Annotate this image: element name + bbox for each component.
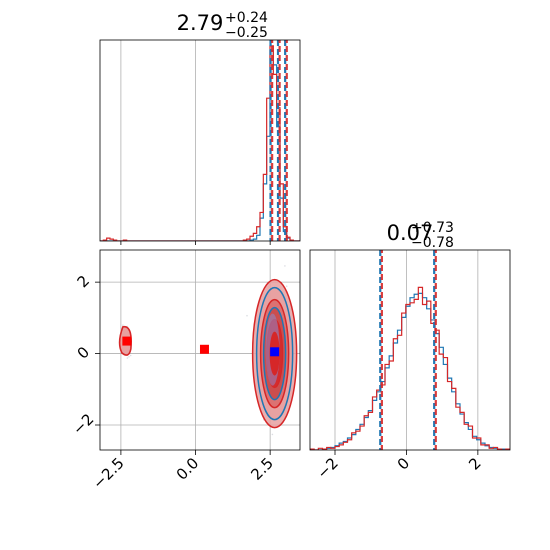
title-bottom-right-value: 0.07 (387, 221, 434, 245)
title-bottom-right-plus: +0.73 (411, 220, 454, 236)
panel-bottom-left: −2.5 0.0 2.5 −2 0 2 (69, 249, 301, 493)
marker-square-0 (270, 347, 280, 357)
quantile-lines-top-left (269, 40, 288, 241)
sample-point (285, 285, 288, 288)
tick-label-x: −2 (313, 454, 341, 482)
panel-top-left: 2.79 +0.24 −0.25 (99, 10, 301, 245)
quantile-lines-bottom-right (379, 250, 437, 450)
title-bottom-right-minus: −0.78 (411, 235, 454, 251)
marker-square-2 (122, 336, 132, 346)
ticks-bottom-right: −2 0 2 (313, 450, 485, 482)
histogram-top-left (100, 45, 300, 241)
sample-point (271, 433, 274, 436)
grid-top-left (120, 40, 271, 241)
tick-label-x: 0.0 (173, 454, 203, 484)
sample-point (246, 314, 248, 317)
title-bottom-right: 0.07 (387, 221, 434, 245)
tick-label-y: −2 (69, 410, 97, 438)
ticks-top-left (120, 241, 271, 245)
contours-bottom-left (118, 265, 298, 488)
histogram-series-1 (310, 286, 510, 450)
histogram-series-1 (100, 45, 300, 241)
tick-label-x: 2 (465, 454, 484, 473)
sample-point (128, 356, 130, 358)
title-top-left-value: 2.79 (177, 11, 224, 35)
sample-point (284, 265, 286, 267)
sample-point (126, 357, 129, 359)
title-top-left: 2.79 (177, 11, 224, 35)
tick-label-y: 0 (74, 343, 93, 362)
histogram-bottom-right (310, 286, 510, 450)
tick-label-x: 0 (394, 454, 413, 473)
sample-point (122, 324, 124, 327)
markers-bottom-left (122, 336, 280, 357)
sample-point (272, 486, 274, 488)
grid-bottom-right (334, 250, 479, 450)
sample-point (129, 354, 132, 357)
histogram-series-0 (100, 50, 300, 241)
panel-bottom-right: −2 0 2 0.07 +0.73 −0.78 (309, 220, 511, 482)
title-top-left-minus: −0.25 (225, 25, 268, 41)
tick-label-x: −2.5 (89, 454, 127, 492)
tick-label-y: 2 (74, 272, 93, 291)
axes-frame-top-left (99, 39, 301, 242)
title-top-left-plus: +0.24 (225, 10, 268, 26)
histogram-series-0 (310, 292, 510, 450)
axes-frame-bottom-left (99, 249, 301, 451)
marker-square-1 (199, 344, 209, 354)
axes-frame-bottom-right (309, 249, 511, 451)
tick-label-x: 2.5 (247, 454, 277, 484)
